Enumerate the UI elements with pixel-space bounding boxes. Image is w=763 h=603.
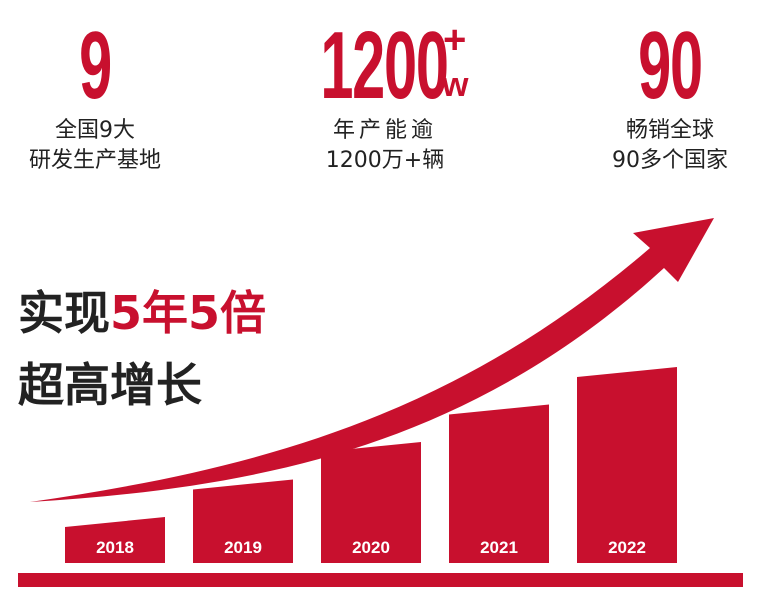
slogan-highlight: 5年5倍 — [110, 286, 267, 340]
stat-rd-bases-line1: 全国9大 — [55, 118, 135, 143]
stat-countries-line1: 畅销全球 — [625, 118, 714, 143]
bar-2018 — [65, 517, 165, 563]
stat-capacity-line1: 年产能逾 — [332, 118, 437, 143]
slogan-prefix: 实现 — [18, 286, 110, 340]
slogan-line2: 超高增长 — [18, 358, 202, 412]
stat-capacity-value: 1200 — [320, 12, 449, 119]
bar-2019 — [193, 479, 293, 563]
stat-capacity-line2: 1200万+辆 — [325, 148, 445, 173]
bar-label-2020: 2020 — [352, 538, 390, 557]
stat-capacity: 1200 年产能逾 1200万+辆 — [290, 18, 480, 176]
bar-label-2019: 2019 — [224, 538, 262, 557]
bar-2021 — [449, 404, 549, 563]
stat-rd-bases-line2: 研发生产基地 — [28, 148, 161, 173]
stat-capacity-unit: w — [442, 66, 469, 104]
bar-2020 — [321, 442, 421, 563]
stat-countries-value: 90 — [638, 12, 703, 119]
stat-rd-bases: 9 全国9大 研发生产基地 — [20, 18, 170, 176]
stat-capacity-plus: + — [443, 18, 467, 62]
bar-label-2021: 2021 — [480, 538, 518, 557]
slogan-line1: 实现5年5倍 — [18, 290, 266, 336]
stat-countries-line2: 90多个国家 — [612, 148, 728, 173]
bar-label-2018: 2018 — [96, 538, 134, 557]
bar-label-2022: 2022 — [608, 538, 646, 557]
stat-countries: 90 畅销全球 90多个国家 — [590, 18, 750, 176]
baseline-bar — [18, 573, 743, 587]
bar-2022 — [577, 367, 677, 563]
stat-rd-bases-value: 9 — [79, 12, 112, 119]
